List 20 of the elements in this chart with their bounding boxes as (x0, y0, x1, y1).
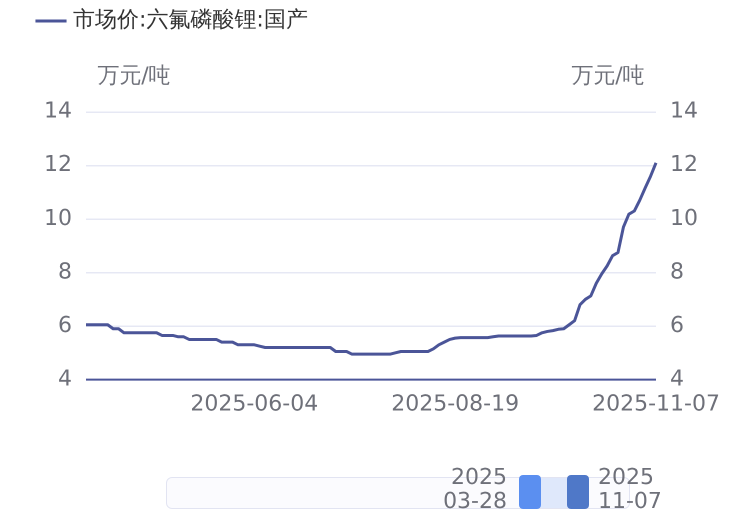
y-tick-label: 8 (58, 259, 72, 284)
y2-axis-title: 万元/吨 (571, 64, 645, 89)
x-tick-label: 2025-08-19 (391, 392, 520, 417)
text: 2025 03-28 (443, 465, 507, 514)
y-tick-label: 12 (44, 152, 72, 178)
y2-tick-label: 4 (670, 366, 684, 392)
y-tick-label: 4 (58, 366, 72, 392)
x-tick-label: 2025-06-04 (190, 392, 318, 417)
y-tick-label: 10 (44, 206, 72, 231)
legend-label: 市场价:六氟磷酸锂:国产 (73, 8, 308, 33)
y2-tick-label: 6 (670, 312, 684, 338)
y2-tick-label: 8 (670, 259, 684, 284)
y-tick-label: 6 (58, 312, 72, 338)
y2-tick-label: 10 (670, 206, 698, 231)
y2-tick-label: 14 (670, 98, 698, 124)
x-tick-label: 2025-11-07 (592, 392, 720, 417)
y-tick-label: 14 (44, 98, 72, 124)
y-axis-title: 万元/吨 (97, 64, 171, 89)
y2-tick-label: 12 (670, 152, 698, 178)
text: 2025 11-07 (598, 465, 662, 514)
